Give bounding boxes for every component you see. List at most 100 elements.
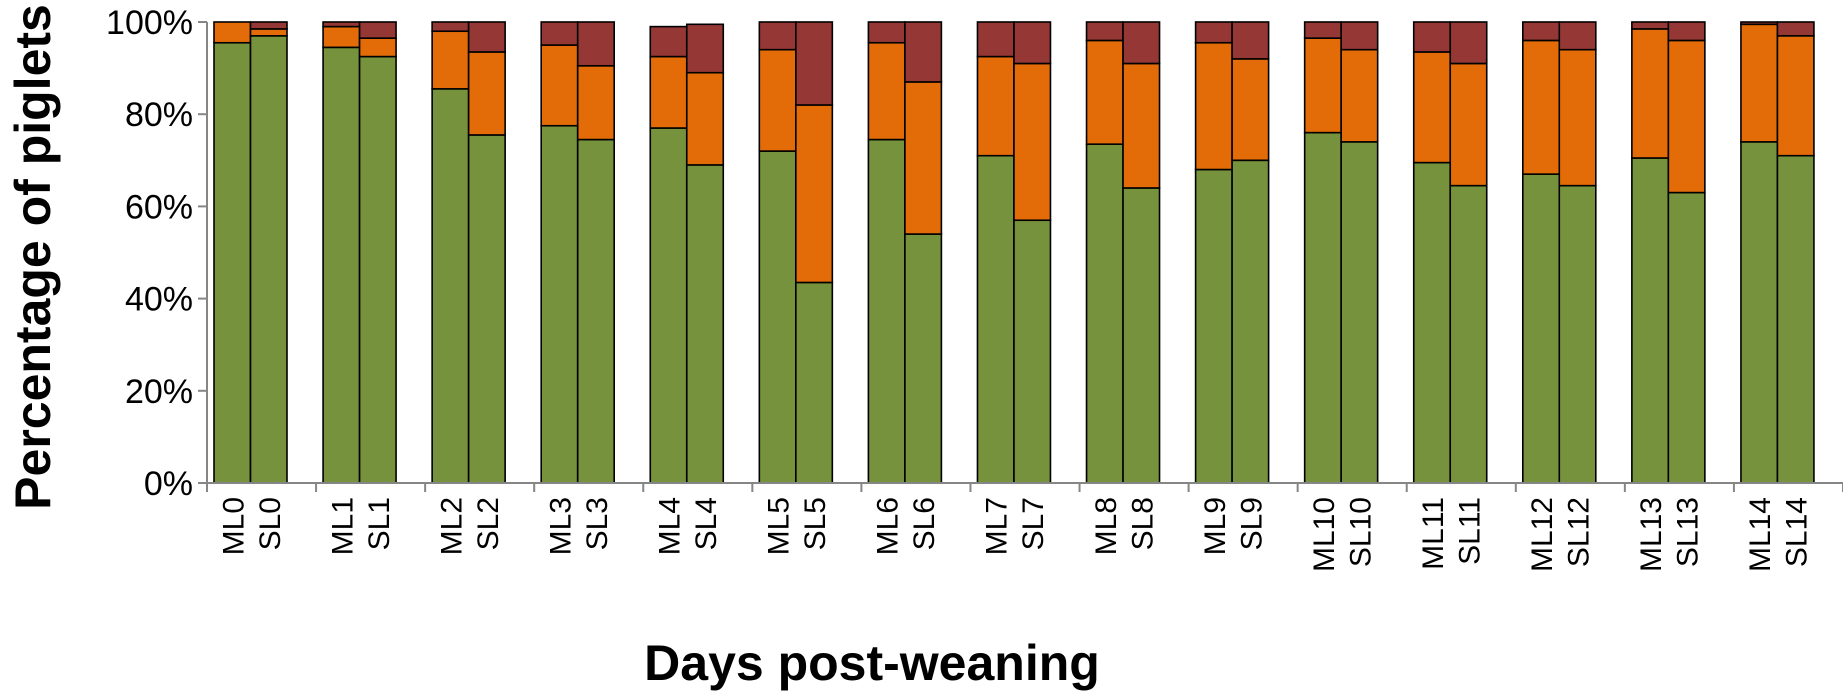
bar-segment-ml5-1 [758,48,797,152]
bar-segment-ml14-2 [1740,21,1779,26]
x-tick-label: SL14 [1781,497,1814,567]
bar-segment-ml3-1 [540,44,579,127]
y-tick-label: 40% [125,281,193,319]
x-tick-label: SL8 [1126,497,1159,550]
bar-segment-ml1-0 [322,46,361,484]
bar-segment-ml5-0 [758,150,797,484]
bar-segment-sl7-0 [1013,219,1052,484]
bar-segment-ml9-0 [1194,168,1233,484]
bar-segment-ml8-1 [1085,39,1124,145]
x-tick-label: ML5 [763,497,796,555]
bar-segment-ml12-0 [1522,173,1561,484]
bar-segment-sl9-1 [1231,58,1270,162]
bar-segment-ml0-0 [213,41,252,484]
bar-segment-sl10-0 [1340,141,1379,484]
x-tick-label: SL0 [254,497,287,550]
bar-segment-ml4-0 [649,127,688,484]
bar-segment-ml7-1 [976,55,1015,157]
x-tick-label: SL1 [363,497,396,550]
x-tick-label: SL11 [1453,497,1486,565]
x-tick-label: SL10 [1344,497,1377,567]
bar-segment-sl4-2 [685,23,725,74]
bar-segment-ml2-0 [431,88,470,484]
bar-segment-sl3-2 [576,21,616,67]
x-tick-label: ML9 [1199,497,1232,555]
x-tick-label: ML14 [1744,497,1777,572]
y-tick-label: 80% [125,96,193,134]
bar-segment-sl2-1 [467,51,506,136]
bar-segment-ml12-1 [1522,39,1561,175]
bar-segment-ml13-1 [1631,28,1670,159]
bar-segment-sl11-0 [1449,184,1488,484]
bar-segment-sl0-2 [249,21,288,30]
bar-segment-sl1-0 [358,55,397,484]
x-axis-label: Days post-weaning [644,635,1100,691]
x-tick-label: SL6 [908,497,941,550]
bar-segment-ml10-1 [1303,37,1342,134]
bar-segment-sl3-0 [576,138,616,484]
bar-segment-ml7-0 [976,154,1015,484]
bar-segment-sl3-1 [576,64,616,141]
y-tick-label: 60% [125,188,193,226]
bar-segment-sl1-1 [358,37,397,58]
bar-segment-ml9-1 [1194,41,1233,171]
bar-segment-ml2-2 [431,21,470,33]
bar-segment-sl10-2 [1340,21,1379,51]
bar-segment-sl12-2 [1558,21,1597,51]
bar-segment-sl2-2 [467,21,506,53]
bar-segment-ml11-1 [1412,51,1452,164]
bar-segment-sl0-1 [249,28,288,37]
bars-layer [213,21,1815,484]
bar-segment-ml8-2 [1085,21,1124,42]
bar-segment-ml3-2 [540,21,579,46]
x-tick-label: ML3 [544,497,577,555]
bar-segment-ml5-2 [758,21,797,51]
bar-segment-sl8-0 [1122,187,1161,484]
x-tick-label: ML2 [435,497,468,555]
bar-segment-sl13-0 [1667,191,1706,484]
bar-segment-sl8-1 [1122,62,1161,189]
bar-segment-ml4-1 [649,55,688,129]
bar-segment-sl7-2 [1013,21,1052,65]
x-tick-label: ML13 [1635,497,1668,572]
bar-segment-sl14-2 [1776,21,1815,37]
y-tick-label: 0% [144,465,193,503]
bar-segment-sl2-0 [467,134,506,484]
bar-segment-ml1-2 [322,21,361,28]
x-tick-label: SL9 [1235,497,1268,550]
y-axis-label: Percentage of piglets [5,4,61,510]
bar-segment-ml2-1 [431,30,470,90]
bar-segment-sl6-2 [904,21,943,83]
bar-segment-ml1-1 [322,25,361,49]
x-tick-label: ML6 [872,497,905,555]
bar-segment-sl11-2 [1449,21,1488,65]
bar-segment-sl4-0 [685,164,725,484]
bar-segment-ml3-0 [540,124,579,484]
x-tick-label: ML10 [1308,497,1341,572]
x-tick-label: ML7 [981,497,1014,555]
bar-segment-sl6-0 [904,233,943,484]
bar-segment-ml10-0 [1303,131,1342,484]
x-tick-label: SL2 [472,497,505,550]
bar-segment-sl5-1 [795,104,834,284]
bar-segment-sl0-0 [249,35,288,484]
y-tick-label: 20% [125,373,193,411]
bar-segment-ml9-2 [1194,21,1233,44]
bar-segment-ml6-0 [867,138,906,484]
bar-segment-sl4-1 [685,71,725,166]
bar-segment-ml12-2 [1522,21,1561,42]
y-tick-labels: 0% 20% 40% 60% 80% 100% [106,4,193,503]
axes-layer [198,21,1843,492]
bar-segment-ml6-1 [867,41,906,141]
bar-segment-sl12-0 [1558,184,1597,484]
bar-segment-sl5-0 [795,281,834,484]
bar-segment-ml8-0 [1085,143,1124,484]
x-tick-label: SL13 [1672,497,1705,567]
bar-segment-sl13-1 [1667,39,1706,194]
bar-segment-ml10-2 [1303,21,1342,39]
bar-segment-sl1-2 [358,21,397,39]
bar-segment-sl14-1 [1776,35,1815,157]
bar-segment-sl11-1 [1449,62,1488,187]
x-tick-label: SL5 [799,497,832,550]
bar-segment-sl5-2 [795,21,834,106]
